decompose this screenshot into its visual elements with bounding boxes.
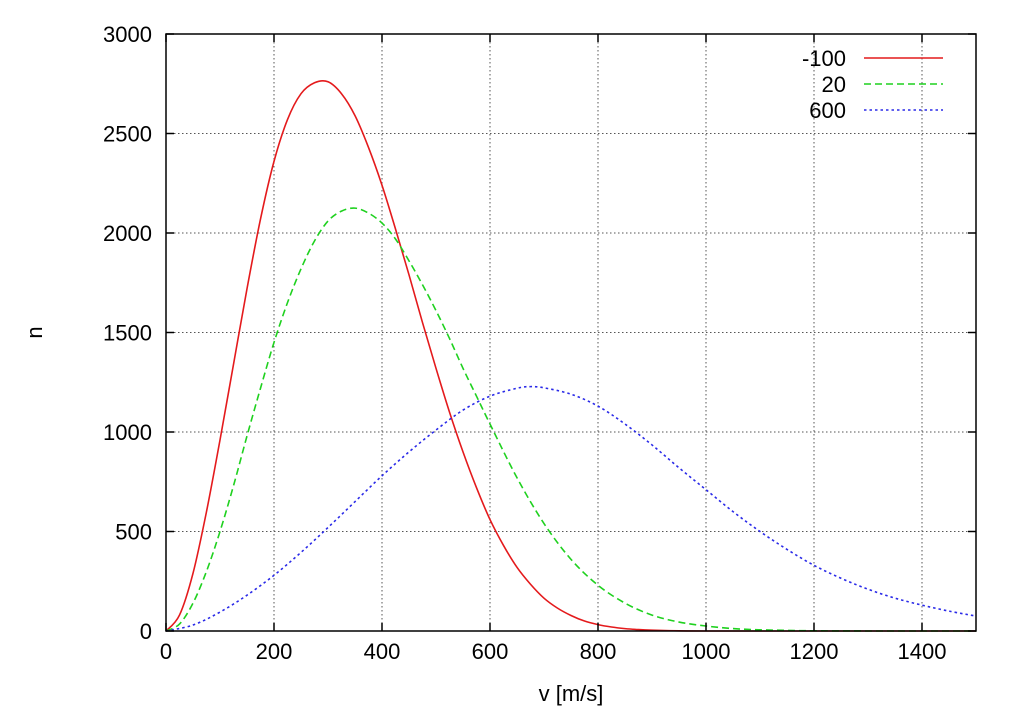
y-axis-tick-labels: 0 500 1000 1500 2000 2500 3000 <box>103 22 152 644</box>
axis-ticks <box>165 33 976 632</box>
y-tick-label: 500 <box>115 520 152 545</box>
x-tick-label: 0 <box>160 639 172 664</box>
x-tick-label: 600 <box>472 639 509 664</box>
x-axis-tick-labels: 0 200 400 600 800 1000 1200 1400 <box>160 639 947 664</box>
y-tick-label: 1000 <box>103 420 152 445</box>
legend-label: 600 <box>809 98 846 123</box>
legend-label: 20 <box>822 72 846 97</box>
series-line-1 <box>165 207 976 632</box>
plot-series <box>165 79 977 632</box>
y-tick-label: 2000 <box>103 221 152 246</box>
x-tick-label: 1200 <box>790 639 839 664</box>
y-tick-label: 1500 <box>103 321 152 346</box>
x-tick-label: 200 <box>256 639 293 664</box>
y-axis-label: n <box>22 326 47 338</box>
x-tick-label: 1400 <box>898 639 947 664</box>
y-tick-label: 3000 <box>103 22 152 47</box>
grid-lines <box>166 34 976 631</box>
y-tick-label: 0 <box>140 619 152 644</box>
series-line-2 <box>165 385 977 632</box>
series-line-0 <box>165 79 976 632</box>
x-axis-label: v [m/s] <box>539 681 604 706</box>
y-tick-label: 2500 <box>103 122 152 147</box>
x-tick-label: 1000 <box>682 639 731 664</box>
legend-label: -100 <box>802 46 846 71</box>
x-tick-label: 800 <box>580 639 617 664</box>
x-tick-label: 400 <box>364 639 401 664</box>
